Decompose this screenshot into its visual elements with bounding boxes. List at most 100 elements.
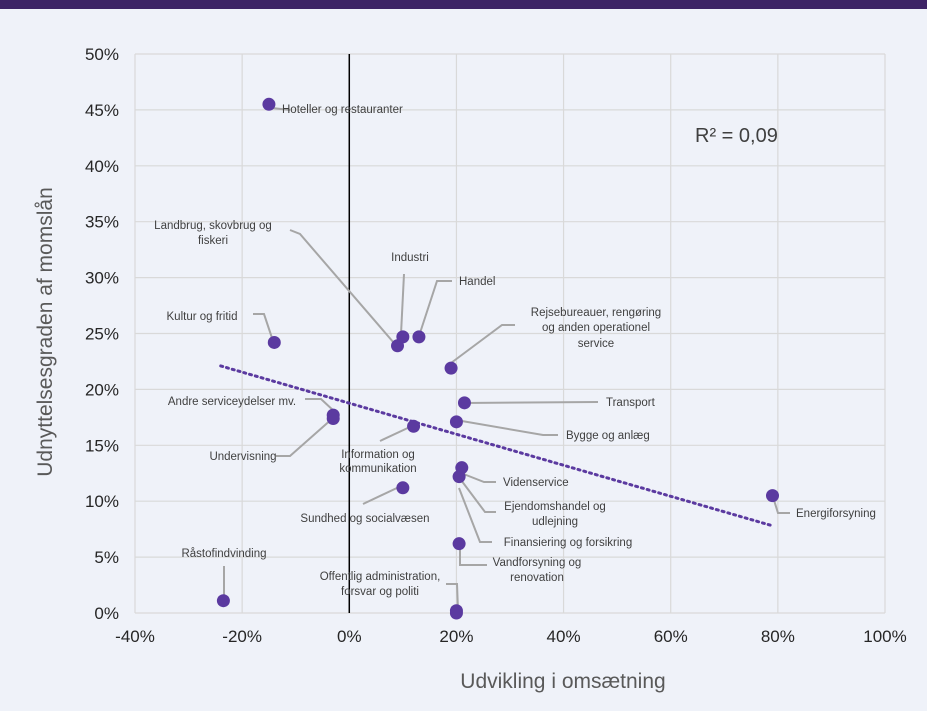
point-label-line: renovation (510, 572, 564, 584)
y-tick-label: 40% (85, 157, 119, 176)
point-label: Finansiering og forsikring (504, 537, 632, 549)
point-label: Information og kommunikation (339, 449, 416, 475)
point-label-line: Rejsebureauer, rengøring (531, 307, 661, 319)
grid (134, 53, 886, 614)
point-label-line: Handel (459, 276, 495, 288)
point-label-line: Sundhed og socialvæsen (300, 513, 429, 525)
data-point (444, 361, 458, 375)
point-label: Rejsebureauer, rengøring og anden operati… (531, 307, 661, 350)
data-point (452, 537, 466, 551)
point-label-line: service (578, 338, 614, 350)
leader-line (462, 401, 599, 404)
data-point (457, 396, 471, 410)
point-label: Transport (606, 397, 656, 409)
data-point (407, 419, 421, 433)
point-label: Vandforsyning og renovation (493, 557, 582, 584)
trendline (219, 364, 774, 528)
y-tick-label: 50% (85, 45, 119, 64)
leader-line (455, 419, 558, 436)
y-tick-label: 15% (85, 436, 119, 455)
point-label: Offentlig administration, forsvar og poli… (320, 571, 441, 598)
point-label-line: Hoteller og restauranter (282, 104, 403, 116)
y-tick-label: 30% (85, 269, 119, 288)
y-tick-label: 25% (85, 325, 119, 344)
point-label-line: kommunikation (339, 463, 416, 475)
point-label: Undervisning (209, 451, 276, 463)
x-tick-label: 0% (337, 627, 362, 646)
x-tick-label: 60% (654, 627, 688, 646)
point-label-line: og anden operationel (542, 322, 650, 334)
y-tick-label: 45% (85, 101, 119, 120)
leader-line (271, 107, 291, 111)
leader-line (772, 496, 790, 514)
leader-line (305, 398, 336, 413)
leader-line (253, 313, 273, 339)
data-points (216, 97, 779, 620)
point-label-line: Finansiering og forsikring (504, 537, 632, 549)
data-point (267, 335, 281, 349)
data-point (766, 489, 779, 503)
y-tick-label: 20% (85, 380, 119, 399)
y-tick-label: 0% (94, 604, 119, 623)
r-squared-label: R² = 0,09 (695, 125, 778, 147)
data-point (262, 97, 276, 111)
point-label: Videnservice (503, 477, 569, 489)
leader-line (419, 280, 452, 334)
y-tick-label: 10% (85, 492, 119, 511)
point-label-line: Ejendomshandel og (504, 501, 606, 513)
point-label-line: Industri (391, 252, 429, 264)
data-point (412, 330, 426, 344)
point-label-line: Bygge og anlæg (566, 430, 650, 442)
point-label-line: Kultur og fritid (167, 311, 238, 323)
top-band (0, 0, 927, 9)
chart-panel (0, 9, 927, 711)
data-point (326, 411, 340, 425)
x-axis-label: Udvikling i omsætning (460, 670, 665, 693)
leader-line (446, 583, 459, 611)
point-label: Bygge og anlæg (566, 430, 650, 442)
point-label: Andre serviceydelser mv. (168, 396, 296, 408)
x-tick-label: -20% (222, 627, 262, 646)
x-tick-label: 20% (439, 627, 473, 646)
x-tick-label: 40% (547, 627, 581, 646)
data-point (449, 606, 463, 620)
point-label-line: Landbrug, skovbrug og (154, 220, 272, 232)
x-tick-labels: -40% -20% 0% 20% 40% 60% 80% 100% (115, 627, 907, 646)
point-label: Industri (391, 252, 429, 264)
point-label: Ejendomshandel og udlejning (504, 501, 606, 528)
y-tick-label: 35% (85, 213, 119, 232)
leader-line (459, 548, 487, 566)
leader-line (458, 487, 492, 543)
point-label-line: udlejning (532, 516, 578, 528)
leader-line (450, 324, 515, 364)
leader-line (400, 273, 405, 335)
x-tick-label: -40% (115, 627, 155, 646)
point-label-line: Energiforsyning (796, 508, 876, 520)
leader-line (457, 475, 496, 513)
point-label-line: fiskeri (198, 235, 228, 247)
trendline-group (219, 364, 774, 528)
point-label-line: Offentlig administration, (320, 571, 441, 583)
x-tick-label: 80% (761, 627, 795, 646)
point-label-line: Undervisning (209, 451, 276, 463)
point-label-line: Vandforsyning og (493, 557, 582, 569)
data-point (449, 415, 463, 429)
data-point (452, 470, 466, 484)
data-point (396, 330, 410, 344)
y-axis-label: Udnyttelsesgraden af momslån (34, 187, 57, 476)
y-tick-label: 5% (94, 548, 119, 567)
point-label: Landbrug, skovbrug og fiskeri (154, 220, 272, 247)
point-label: Hoteller og restauranter (282, 104, 403, 116)
point-label-line: forsvar og politi (341, 586, 419, 598)
point-label-line: Videnservice (503, 477, 569, 489)
point-label: Energiforsyning (796, 508, 876, 520)
data-point (396, 481, 410, 495)
point-label: Kultur og fritid (167, 311, 238, 323)
point-label-line: Andre serviceydelser mv. (168, 396, 296, 408)
point-label: Handel (459, 276, 495, 288)
leader-line (362, 486, 400, 505)
point-label: Sundhed og socialvæsen (300, 513, 429, 525)
point-label-line: Information og (341, 449, 415, 461)
leader-line (289, 229, 395, 344)
